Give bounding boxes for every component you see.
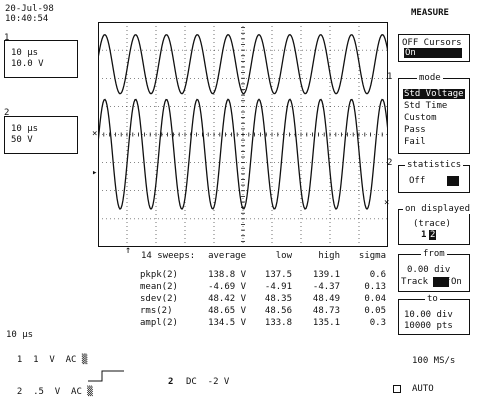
from-control[interactable]: from 0.00 div Track Off On xyxy=(398,249,470,292)
stat-average: -4.69 V xyxy=(208,282,246,292)
stat-average: 48.65 V xyxy=(208,306,246,316)
waveform-display xyxy=(98,22,388,247)
ch2-setting: 2 .5 V AC ▒ xyxy=(6,377,93,397)
stat-sigma: 0.3 xyxy=(369,318,386,328)
time-label: 10:40:54 xyxy=(5,14,49,24)
on-displayed-title: on displayed xyxy=(403,204,473,214)
ch1-setting-text: 1 1 V AC xyxy=(16,355,77,365)
mode-title: mode xyxy=(417,73,443,83)
trace1-marker: 1 xyxy=(387,72,393,82)
stat-high: 48.73 xyxy=(312,306,340,316)
trigger-edge-icon xyxy=(88,370,124,382)
track-on[interactable]: On xyxy=(451,277,462,287)
mode-item-fail[interactable]: Fail xyxy=(404,137,426,147)
stat-name: ampl(2) xyxy=(140,318,178,328)
cursors-label: OFF Cursors xyxy=(402,38,462,48)
statistics-on: On xyxy=(447,176,459,186)
auto-indicator-icon xyxy=(393,385,401,393)
stat-sigma: 0.04 xyxy=(364,294,386,304)
ch2-coupling-icon: ▒ xyxy=(81,387,93,397)
stat-average: 48.42 V xyxy=(208,294,246,304)
ch1-volts: 10.0 V xyxy=(11,59,44,69)
sample-rate: 100 MS/s xyxy=(412,356,456,366)
stat-average: 134.5 V xyxy=(208,318,246,328)
trigger-setting: DC -2 V xyxy=(186,377,230,387)
trace-option-2[interactable]: 2 xyxy=(429,230,437,240)
mode-item-pass[interactable]: Pass xyxy=(404,125,426,135)
stat-name: rms(2) xyxy=(140,306,173,316)
stat-low: 137.5 xyxy=(264,270,292,280)
stat-name: mean(2) xyxy=(140,282,178,292)
ch1-info-box[interactable]: 10 µs 10.0 V xyxy=(4,40,78,78)
track-label: Track xyxy=(401,277,429,287)
on-displayed-sub: (trace) xyxy=(413,219,451,229)
to-value: 10.00 div xyxy=(404,310,453,320)
stat-name: sdev(2) xyxy=(140,294,178,304)
ground-marker-right: × xyxy=(384,198,390,208)
track-off[interactable]: Off xyxy=(433,277,451,287)
stat-low: 48.35 xyxy=(264,294,292,304)
col-header-average: average xyxy=(208,251,246,261)
trace2-marker: 2 xyxy=(387,158,393,168)
from-title: from xyxy=(421,249,447,259)
stat-low: -4.91 xyxy=(264,282,292,292)
ch2-setting-text: 2 .5 V AC xyxy=(16,387,82,397)
statistics-toggle[interactable]: statistics Off On xyxy=(398,160,470,193)
trigger-mode: AUTO xyxy=(412,384,434,394)
cursors-selected: On xyxy=(404,48,462,58)
stat-high: 139.1 xyxy=(312,270,340,280)
mode-item-std-voltage[interactable]: Std Voltage xyxy=(403,89,465,99)
stat-high: 48.49 xyxy=(312,294,340,304)
stat-low: 48.56 xyxy=(264,306,292,316)
ground-marker-left: × xyxy=(92,129,98,139)
ch1-timebase: 10 µs xyxy=(11,48,39,58)
sweeps-count: 14 sweeps: xyxy=(141,251,196,261)
ch1-setting: 1 1 V AC ▒ xyxy=(6,345,87,365)
on-displayed-selector[interactable]: on displayed (trace) 1 2 xyxy=(398,204,473,245)
footer-timebase: 10 µs xyxy=(6,330,34,340)
stat-sigma: 0.13 xyxy=(364,282,386,292)
statistics-title: statistics xyxy=(405,160,464,170)
stat-sigma: 0.6 xyxy=(369,270,386,280)
ch1-index: 1 xyxy=(4,33,10,43)
to-title: to xyxy=(425,294,440,304)
trace-ch2 xyxy=(98,98,388,211)
statistics-off: Off xyxy=(409,176,426,186)
mode-menu[interactable]: mode Std Voltage Std Time Custom Pass Fa… xyxy=(398,73,470,154)
stat-high: -4.37 xyxy=(312,282,340,292)
col-header-low: low xyxy=(275,251,292,261)
mode-item-std-time[interactable]: Std Time xyxy=(404,101,448,111)
stat-sigma: 0.05 xyxy=(364,306,386,316)
to-control[interactable]: to 10.00 div 10000 pts xyxy=(398,294,470,335)
mode-item-custom[interactable]: Custom xyxy=(404,113,437,123)
stat-high: 135.1 xyxy=(312,318,340,328)
trace-ch1 xyxy=(98,33,388,95)
menu-title: MEASURE xyxy=(411,8,449,18)
ch1-coupling-icon: ▒ xyxy=(76,355,88,365)
from-value: 0.00 div xyxy=(407,265,451,275)
trigger-position-arrow: ↑ xyxy=(125,245,132,256)
stat-low: 133.8 xyxy=(264,318,292,328)
ch2-timebase: 10 µs xyxy=(11,124,39,134)
to-points: 10000 pts xyxy=(404,321,453,331)
cursors-button[interactable]: OFF Cursors On xyxy=(398,34,470,62)
ch2-index: 2 xyxy=(4,108,10,118)
trigger-level-marker: ▸ xyxy=(92,168,98,178)
col-header-sigma: sigma xyxy=(358,251,386,261)
trace-option-1[interactable]: 1 xyxy=(421,230,427,240)
ch2-info-box[interactable]: 10 µs 50 V xyxy=(4,116,78,154)
ch2-volts: 50 V xyxy=(11,135,33,145)
col-header-high: high xyxy=(318,251,340,261)
stat-name: pkpk(2) xyxy=(140,270,178,280)
date-label: 20-Jul-98 xyxy=(5,4,54,14)
trigger-channel: 2 xyxy=(168,377,174,387)
stat-average: 138.8 V xyxy=(208,270,246,280)
